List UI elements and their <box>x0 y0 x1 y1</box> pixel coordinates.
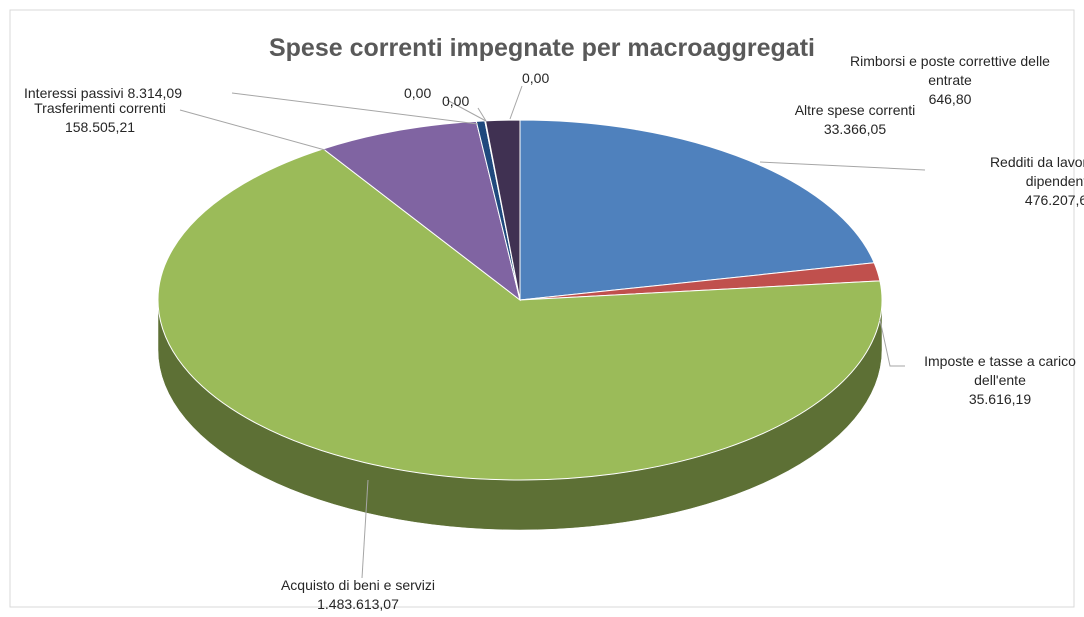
leader-line <box>446 99 487 122</box>
leader-line <box>879 319 905 367</box>
category-label: Redditi da lavoro dipendente <box>989 154 1084 189</box>
pie-slice-top <box>157 148 883 481</box>
category-label: Rimborsi e poste correttive delle entrat… <box>850 53 1050 88</box>
category-label: Interessi passivi <box>24 85 124 101</box>
data-label: Altre spese correnti 33.366,05 <box>760 101 950 139</box>
data-label: Interessi passivi 8.314,09 <box>24 84 264 103</box>
value-label: 8.314,09 <box>127 85 182 101</box>
pie-slice <box>519 119 875 301</box>
category-label: Altre spese correnti <box>794 102 916 118</box>
value-label: 0,00 <box>522 70 550 86</box>
data-label: Rimborsi e poste correttive delle entrat… <box>850 52 1050 109</box>
value-label: 33.366,05 <box>823 121 887 137</box>
value-label: 35.616,19 <box>968 391 1032 407</box>
leader-line <box>179 109 326 151</box>
data-label: Trasferimenti correnti 158.505,21 <box>5 99 195 137</box>
category-label: Acquisto di beni e servizi <box>280 577 436 593</box>
data-label: Redditi da lavoro dipendente 476.207,64 <box>935 153 1084 210</box>
chart-border <box>9 9 1075 608</box>
pie-slice <box>157 148 883 531</box>
data-label: 0,00 <box>442 92 482 111</box>
pie-slice <box>322 120 521 302</box>
pie-slice-top <box>519 119 875 301</box>
chart-title: Spese correnti impegnate per macroaggreg… <box>268 34 815 62</box>
leader-line <box>509 85 523 120</box>
category-label: Imposte e tasse a carico dell'ente <box>924 353 1076 388</box>
data-label: Imposte e tasse a carico dell'ente 35.61… <box>900 352 1084 409</box>
data-label: 0,00 <box>522 69 562 88</box>
leader-line <box>231 92 479 125</box>
data-label: 0,00 <box>404 84 444 103</box>
value-label: 646,80 <box>928 91 972 107</box>
leader-line <box>759 161 926 171</box>
value-label: 1.483.613,07 <box>317 596 399 612</box>
leader-line <box>477 107 487 122</box>
leader-line <box>361 479 369 579</box>
value-label: 0,00 <box>404 85 432 101</box>
value-label: 0,00 <box>442 93 470 109</box>
data-label: Acquisto di beni e servizi 1.483.613,07 <box>258 576 458 614</box>
category-label: Trasferimenti correnti <box>34 100 166 116</box>
value-label: 158.505,21 <box>64 119 136 135</box>
pie-slice-top <box>322 120 521 302</box>
value-label: 476.207,64 <box>1024 192 1084 208</box>
